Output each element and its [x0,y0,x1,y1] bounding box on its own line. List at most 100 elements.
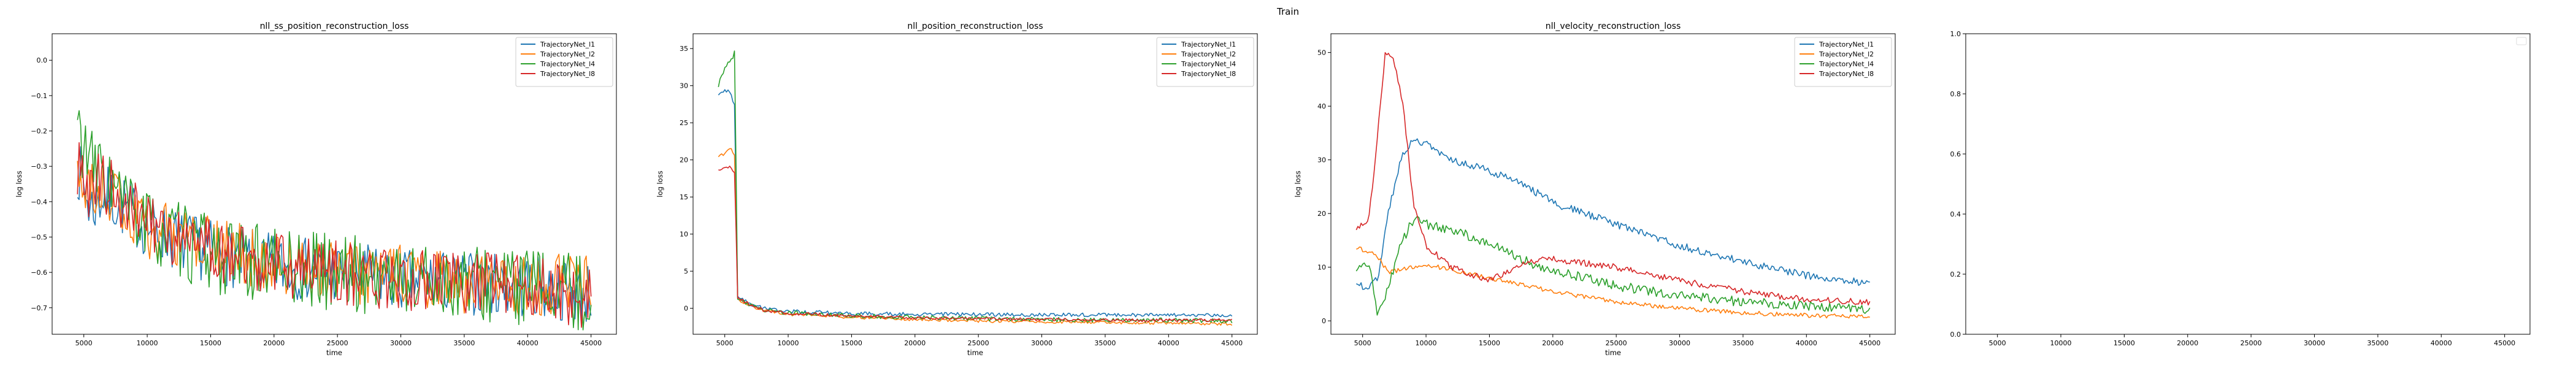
series-line-TrajectoryNet_l8 [718,166,1233,323]
x-tick-label: 10000 [137,339,158,347]
legend: TrajectoryNet_l1 TrajectoryNet_l2 Trajecto… [1794,37,1892,87]
y-axis-label: log loss [656,171,664,197]
y-tick-label: −0.6 [31,269,47,277]
x-tick-label: 10000 [2050,339,2072,347]
y-tick-label: −0.1 [31,92,47,100]
y-tick-label: 0.0 [1950,331,1961,339]
series-line-TrajectoryNet_l1 [1355,138,1870,290]
y-tick-label: 5 [684,267,688,275]
legend-entry: TrajectoryNet_l8 [1819,70,1874,78]
legend-box [1794,37,1892,87]
y-tick-label: −0.4 [31,198,47,206]
y-tick-label: 10 [1317,264,1326,272]
x-tick-label: 40000 [1796,339,1817,347]
legend-entry: TrajectoryNet_l1 [1181,40,1236,48]
series-line-TrajectoryNet_l4 [1355,215,1871,316]
y-tick-label: 0 [1322,317,1326,325]
legend-box-empty [2516,37,2527,45]
legend-box [1156,37,1254,87]
legend-entry: TrajectoryNet_l8 [540,70,595,78]
axes-frame [1965,33,2531,335]
series-group [718,50,1233,326]
series-line-TrajectoryNet_l4 [718,50,1233,323]
y-tick-label: 0.0 [37,56,48,64]
figure-suptitle: Train [1276,6,1299,17]
legend: TrajectoryNet_l1 TrajectoryNet_l2 Trajecto… [1156,37,1254,87]
x-tick-label: 25000 [968,339,989,347]
series-line-TrajectoryNet_l2 [718,148,1233,326]
legend-entry: TrajectoryNet_l1 [540,40,595,48]
x-tick-label: 15000 [2114,339,2135,347]
y-tick-label: −0.7 [31,304,47,312]
x-tick-label: 10000 [778,339,799,347]
legend-entry: TrajectoryNet_l1 [1819,40,1874,48]
axes-frame [692,33,1258,335]
legend-entry: TrajectoryNet_l2 [540,50,595,58]
x-tick-label: 35000 [1094,339,1116,347]
subplot-4: 5000 10000 15000 20000 25000 30000 35000 40000 4… [1950,30,2531,347]
x-tick-label: 30000 [390,339,412,347]
legend-entry: TrajectoryNet_l4 [1819,60,1874,68]
x-tick-label: 35000 [1732,339,1754,347]
x-tick-label: 15000 [841,339,862,347]
x-tick-label: 30000 [1669,339,1690,347]
subplot-title: nll_position_reconstruction_loss [907,21,1043,31]
y-tick-label: 0.2 [1950,270,1961,278]
legend-entry: TrajectoryNet_l4 [540,60,595,68]
x-tick-label: 35000 [453,339,475,347]
y-tick-label: 20 [680,156,688,164]
y-tick-label: 40 [1317,102,1326,110]
x-tick-label: 20000 [904,339,926,347]
x-tick-label: 45000 [2494,339,2515,347]
subplot-title: nll_ss_position_reconstruction_loss [260,21,409,31]
x-tick-label: 45000 [1859,339,1880,347]
legend-entry: TrajectoryNet_l8 [1181,70,1236,78]
legend-entry: TrajectoryNet_l4 [1181,60,1236,68]
axes-frame [52,33,617,335]
x-tick-label: 45000 [580,339,602,347]
legend: TrajectoryNet_l1 TrajectoryNet_l2 Trajecto… [515,37,613,87]
series-line-TrajectoryNet_l8 [77,142,592,328]
axes-frame [1330,33,1896,335]
x-tick-label: 5000 [1354,339,1371,347]
x-tick-label: 20000 [263,339,285,347]
legend-box [515,37,613,87]
y-tick-label: 20 [1317,210,1326,218]
x-tick-label: 5000 [716,339,734,347]
subplot-1: nll_ss_position_reconstruction_loss 5000 1… [15,21,617,357]
y-tick-label: 0 [684,305,688,313]
subplot-2: nll_position_reconstruction_loss 5000 1000… [656,21,1258,357]
x-tick-label: 25000 [327,339,348,347]
x-tick-label: 30000 [1031,339,1052,347]
y-tick-label: 35 [680,45,688,53]
x-axis-label: time [1605,348,1621,357]
x-tick-label: 35000 [2367,339,2388,347]
series-group [1355,52,1871,319]
y-tick-label: 30 [1317,156,1326,164]
x-tick-label: 30000 [2304,339,2325,347]
series-group [77,110,592,331]
y-tick-label: 10 [680,231,688,239]
x-tick-label: 15000 [200,339,221,347]
y-tick-label: −0.5 [31,233,47,241]
y-tick-label: 50 [1317,49,1326,57]
y-tick-label: 0.4 [1950,210,1961,218]
legend-entry: TrajectoryNet_l2 [1181,50,1236,58]
x-tick-label: 5000 [75,339,93,347]
y-axis-label: log loss [1294,171,1302,197]
y-tick-label: 0.8 [1950,90,1961,98]
series-line-TrajectoryNet_l8 [1355,52,1871,306]
y-tick-label: 15 [680,193,688,201]
x-tick-label: 5000 [1989,339,2006,347]
y-tick-label: 1.0 [1950,30,1961,38]
series-line-TrajectoryNet_l2 [1356,246,1870,319]
y-tick-label: −0.3 [31,163,47,171]
x-tick-label: 40000 [517,339,539,347]
x-tick-label: 20000 [2177,339,2198,347]
x-tick-label: 40000 [2431,339,2452,347]
x-tick-label: 10000 [1416,339,1437,347]
x-tick-label: 25000 [1606,339,1627,347]
x-tick-label: 25000 [2241,339,2262,347]
